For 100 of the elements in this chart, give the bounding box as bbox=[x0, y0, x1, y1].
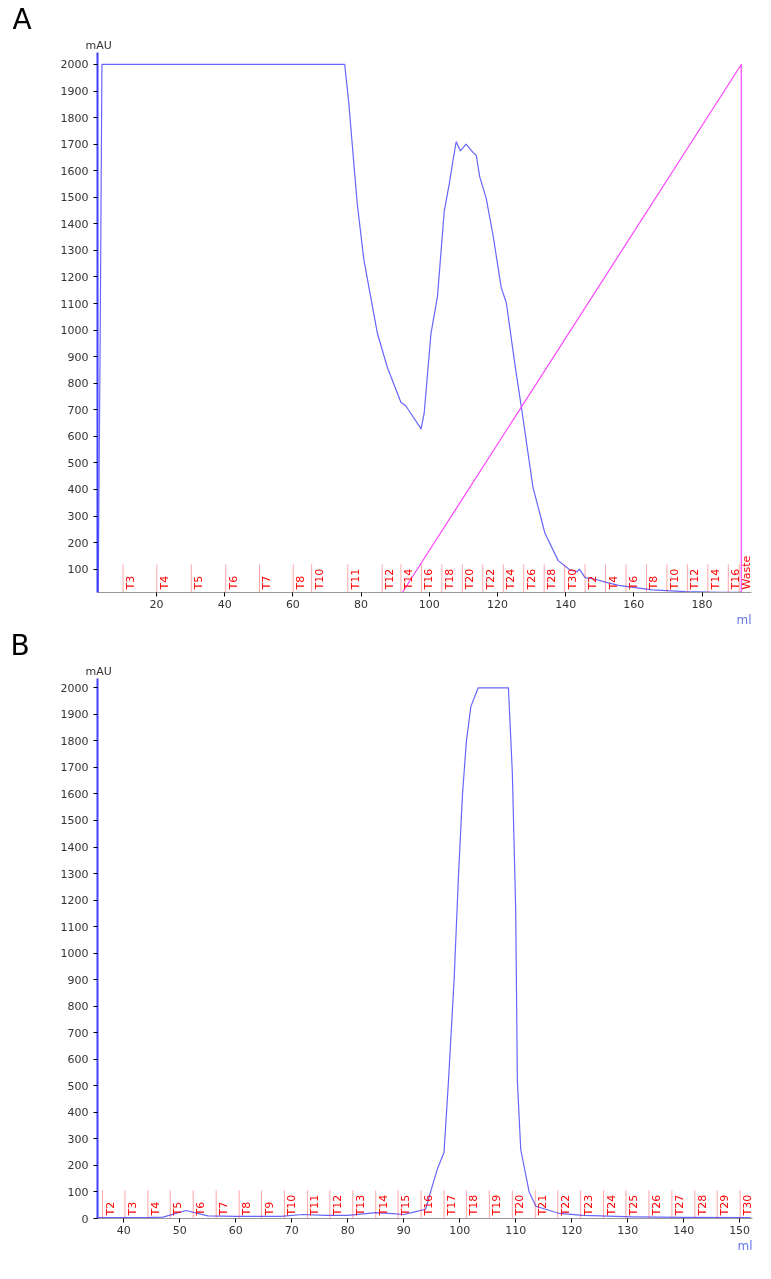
y-tick-label: 1100 bbox=[60, 920, 89, 934]
ref-line-label: T10 bbox=[312, 568, 326, 591]
y-tick-label: 1700 bbox=[60, 761, 89, 775]
y-tick-label: 1400 bbox=[60, 217, 89, 231]
ref-line-label: T8 bbox=[240, 1201, 254, 1217]
y-tick-label: 700 bbox=[67, 403, 89, 417]
x-tick-label: 140 bbox=[555, 597, 577, 611]
x-tick-label: 70 bbox=[284, 1223, 299, 1237]
x-tick-label: 100 bbox=[418, 597, 440, 611]
ref-line-label: T2 bbox=[103, 1201, 117, 1217]
x-tick-label: 130 bbox=[617, 1223, 639, 1237]
y-tick-label: 500 bbox=[67, 456, 89, 470]
y-tick-label: 800 bbox=[67, 377, 89, 391]
chart-title: A bbox=[12, 2, 32, 36]
line-series bbox=[97, 687, 752, 1219]
ref-line-label: T29 bbox=[718, 1194, 732, 1217]
ref-line-label: T11 bbox=[308, 1194, 322, 1217]
y-tick-label: 1300 bbox=[60, 244, 89, 258]
ref-line-label: T17 bbox=[445, 1194, 459, 1217]
y-tick-label: 700 bbox=[67, 1026, 89, 1040]
y-tick-label: 400 bbox=[67, 483, 89, 497]
ref-line-label: T27 bbox=[672, 1194, 686, 1217]
ref-line-label: T4 bbox=[606, 575, 620, 591]
ref-line-label: T6 bbox=[194, 1201, 208, 1217]
x-tick-label: 150 bbox=[729, 1223, 751, 1237]
y-tick-label: 1100 bbox=[60, 297, 89, 311]
ref-line-label: T8 bbox=[294, 575, 308, 591]
ref-line-label: T10 bbox=[667, 568, 681, 591]
ref-line-label: T12 bbox=[383, 568, 397, 591]
ref-line-label: T15 bbox=[399, 1194, 413, 1217]
ref-line-label: T14 bbox=[708, 568, 722, 591]
ref-line-label: T3 bbox=[124, 575, 138, 591]
x-tick-label: 80 bbox=[354, 597, 369, 611]
y-tick-label: 0 bbox=[81, 1212, 89, 1226]
ref-line-label: T30 bbox=[741, 1194, 755, 1217]
x-tick-label: 60 bbox=[228, 1223, 243, 1237]
ref-line-label: T21 bbox=[536, 1194, 550, 1217]
ref-line-label: T9 bbox=[262, 1201, 276, 1217]
y-tick-label: 1200 bbox=[60, 270, 89, 284]
ref-line-label: T28 bbox=[695, 1194, 709, 1217]
y-tick-label: 200 bbox=[67, 536, 89, 550]
ref-line-label: T22 bbox=[558, 1194, 572, 1217]
ref-line-label: T4 bbox=[157, 575, 171, 591]
ref-line-label: T12 bbox=[688, 568, 702, 591]
y-tick-label: 1600 bbox=[60, 787, 89, 801]
y-tick-label: 900 bbox=[67, 350, 89, 364]
ref-line-label: T12 bbox=[330, 1194, 344, 1217]
y-tick-label: 1500 bbox=[60, 814, 89, 828]
x-axis-title: ml bbox=[737, 1238, 753, 1253]
ref-line-label: T7 bbox=[260, 575, 274, 591]
ref-line-label: T4 bbox=[148, 1201, 162, 1217]
ref-line-label: T5 bbox=[192, 575, 206, 591]
x-tick-label: 180 bbox=[691, 597, 713, 611]
ref-line-label: T19 bbox=[490, 1194, 504, 1217]
ref-line-label: Waste bbox=[740, 555, 754, 590]
ref-line-label: T20 bbox=[463, 568, 477, 591]
ref-line-label: T30 bbox=[565, 568, 579, 591]
ref-line-label: T16 bbox=[729, 568, 743, 591]
y-tick-label: 900 bbox=[67, 973, 89, 987]
ref-line-label: T5 bbox=[171, 1201, 185, 1217]
chart-title: B bbox=[10, 628, 30, 662]
ref-line-label: T8 bbox=[647, 575, 661, 591]
x-tick-label: 40 bbox=[116, 1223, 131, 1237]
y-tick-label: 800 bbox=[67, 1000, 89, 1014]
y-tick-label: 1800 bbox=[60, 111, 89, 125]
x-tick-label: 100 bbox=[449, 1223, 471, 1237]
y-tick-label: 600 bbox=[67, 1053, 89, 1067]
y-tick-label: 2000 bbox=[60, 681, 89, 695]
x-tick-label: 50 bbox=[172, 1223, 187, 1237]
y-axis-title: mAU bbox=[85, 38, 112, 52]
y-tick-label: 400 bbox=[67, 1106, 89, 1120]
y-tick-label: 1000 bbox=[60, 324, 89, 338]
x-tick-label: 20 bbox=[149, 597, 164, 611]
x-tick-label: 40 bbox=[217, 597, 232, 611]
x-tick-label: 160 bbox=[623, 597, 645, 611]
ref-line-label: T20 bbox=[513, 1194, 527, 1217]
ref-line-label: T3 bbox=[125, 1201, 139, 1217]
x-tick-label: 140 bbox=[673, 1223, 695, 1237]
ref-line-label: T22 bbox=[483, 568, 497, 591]
ref-line-label: T18 bbox=[467, 1194, 481, 1217]
ref-line-label: T24 bbox=[604, 1194, 618, 1217]
y-tick-label: 100 bbox=[67, 563, 89, 577]
ref-line-label: T6 bbox=[226, 575, 240, 591]
ref-line-label: T13 bbox=[353, 1194, 367, 1217]
x-tick-label: 90 bbox=[396, 1223, 411, 1237]
ref-line-label: T7 bbox=[217, 1201, 231, 1217]
ref-line-label: T23 bbox=[581, 1194, 595, 1217]
ref-line-label: T25 bbox=[626, 1194, 640, 1217]
y-tick-label: 1000 bbox=[60, 947, 89, 961]
ref-line-label: T26 bbox=[524, 568, 538, 591]
ref-line-label: T2 bbox=[586, 575, 600, 591]
y-tick-label: 1600 bbox=[60, 164, 89, 178]
y-tick-label: 1900 bbox=[60, 85, 89, 99]
y-tick-label: 1300 bbox=[60, 867, 89, 881]
ref-line-label: T28 bbox=[545, 568, 559, 591]
y-tick-label: 1800 bbox=[60, 734, 89, 748]
x-tick-label: 60 bbox=[285, 597, 300, 611]
y-tick-label: 600 bbox=[67, 430, 89, 444]
ref-line-label: T10 bbox=[285, 1194, 299, 1217]
x-tick-label: 80 bbox=[340, 1223, 355, 1237]
